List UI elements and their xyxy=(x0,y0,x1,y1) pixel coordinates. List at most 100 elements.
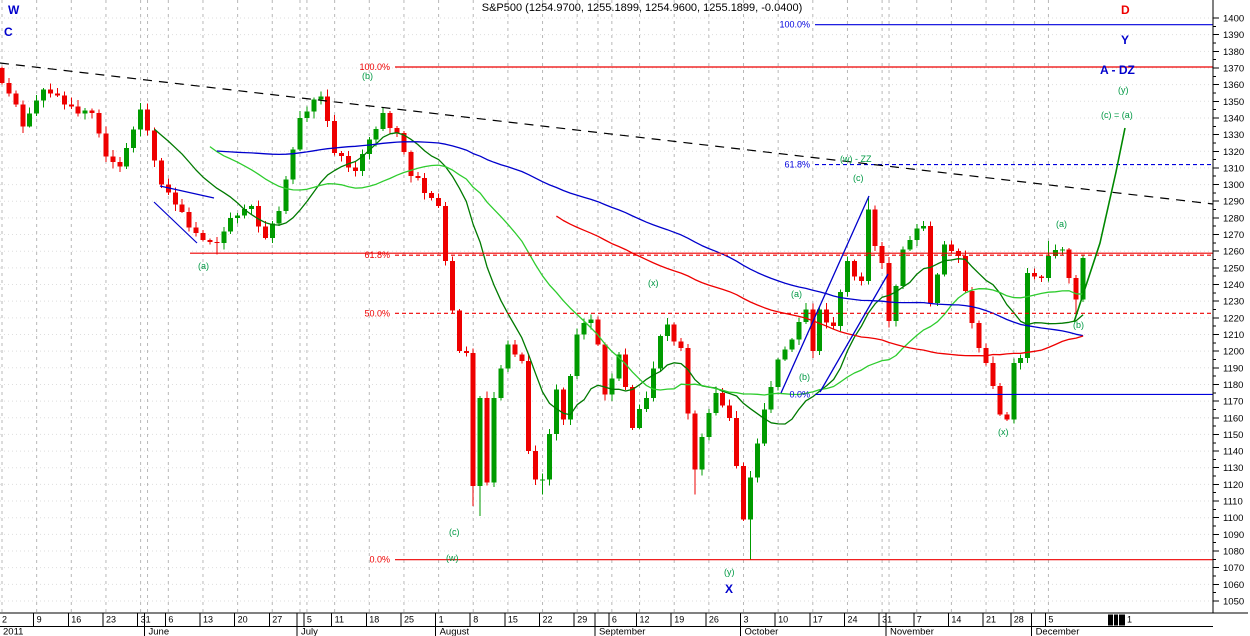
candle-down xyxy=(560,389,566,420)
candle-up xyxy=(643,397,649,410)
candle-up xyxy=(844,261,850,292)
price-tick-label: 1280 xyxy=(1223,213,1244,224)
candle-up xyxy=(1025,272,1031,358)
candle-down xyxy=(200,232,206,240)
elliott-label: (a) xyxy=(198,261,209,271)
candle-up xyxy=(248,206,254,210)
candle-down xyxy=(262,226,268,238)
candle-up xyxy=(491,397,497,483)
price-tick-label: 1320 xyxy=(1223,147,1244,158)
candle-up xyxy=(921,226,927,229)
week-day-label: 9 xyxy=(37,615,42,625)
elliott-label: (x) xyxy=(998,427,1009,437)
candle-up xyxy=(657,336,663,369)
ma-fast-dark-green xyxy=(154,128,1084,425)
candle-up xyxy=(553,389,559,434)
month-label: June xyxy=(149,627,170,636)
candle-down xyxy=(1032,272,1038,277)
candle-down xyxy=(671,324,677,342)
price-tick-label: 1260 xyxy=(1223,247,1244,258)
selection-marker-trailing-label: 1 xyxy=(1127,615,1132,625)
candle-down xyxy=(449,261,455,311)
week-day-label: 26 xyxy=(709,615,719,625)
candle-down xyxy=(255,206,261,227)
week-day-label: 14 xyxy=(951,615,961,625)
candle-up xyxy=(789,339,795,350)
price-tick-label: 1290 xyxy=(1223,197,1244,208)
candle-down xyxy=(602,344,608,395)
candle-down xyxy=(962,256,968,292)
candle-down xyxy=(394,128,400,133)
blue-wedge-upper xyxy=(159,185,215,199)
price-tick-label: 1190 xyxy=(1223,363,1243,374)
candle-up xyxy=(27,113,33,127)
candle-down xyxy=(110,156,116,162)
week-day-label: 1 xyxy=(439,615,444,625)
week-day-label: 22 xyxy=(543,615,553,625)
elliott-label: C xyxy=(4,25,13,39)
price-tick-label: 1300 xyxy=(1223,180,1244,191)
candle-down xyxy=(997,385,1003,415)
candle-down xyxy=(193,227,199,233)
candle-up xyxy=(34,100,40,114)
date-axis-selection-marker[interactable] xyxy=(1108,614,1125,626)
candle-down xyxy=(0,67,5,83)
candle-up xyxy=(235,215,241,218)
candle-up xyxy=(304,111,310,118)
week-day-label: 15 xyxy=(508,615,518,625)
candle-up xyxy=(664,324,670,337)
price-tick-label: 1250 xyxy=(1223,263,1244,274)
candle-down xyxy=(872,209,878,247)
candle-up xyxy=(914,228,920,241)
candle-up xyxy=(637,409,643,428)
candle-down xyxy=(463,351,469,353)
week-day-label: 6 xyxy=(168,615,173,625)
candle-down xyxy=(948,244,954,251)
week-day-label: 5 xyxy=(307,615,312,625)
candle-up xyxy=(124,148,130,167)
candle-down xyxy=(214,242,220,244)
price-tick-label: 1380 xyxy=(1223,47,1244,58)
candle-up xyxy=(650,368,656,398)
month-label: November xyxy=(890,627,934,636)
candle-up xyxy=(782,349,788,360)
price-axis[interactable]: 1050 1060 1070 1080 1090 1100 1110 1120 1130 1140… xyxy=(1212,0,1244,613)
price-tick-label: 1140 xyxy=(1223,447,1243,458)
candle-up xyxy=(817,309,823,352)
week-day-label: 10 xyxy=(778,615,788,625)
candle-up xyxy=(138,109,144,130)
candle-down xyxy=(851,261,857,277)
week-day-label: 7 xyxy=(917,615,922,625)
price-tick-label: 1400 xyxy=(1223,14,1244,25)
price-tick-label: 1090 xyxy=(1223,530,1244,541)
price-tick-label: 1120 xyxy=(1223,480,1243,491)
elliott-label: Y xyxy=(1121,33,1129,47)
week-day-label: 20 xyxy=(238,615,248,625)
candle-down xyxy=(1073,277,1079,300)
candle-down xyxy=(741,466,747,520)
candle-down xyxy=(68,104,74,107)
candle-up xyxy=(567,376,573,420)
week-day-label: 27 xyxy=(272,615,282,625)
candle-up xyxy=(616,354,622,379)
candle-down xyxy=(165,184,171,193)
fib-level-label: 50.0% xyxy=(364,308,390,318)
price-tick-label: 1130 xyxy=(1223,463,1243,474)
candle-down xyxy=(512,344,518,355)
candle-down xyxy=(519,354,525,362)
candle-up xyxy=(82,110,88,114)
week-day-label: 25 xyxy=(404,615,414,625)
green-projection-rally xyxy=(1073,127,1126,323)
candle-down xyxy=(630,387,636,428)
elliott-label: (b) xyxy=(799,372,810,382)
candle-up xyxy=(865,209,871,282)
candle-down xyxy=(692,413,698,470)
candle-down xyxy=(443,206,449,262)
candle-down xyxy=(810,309,816,352)
candle-down xyxy=(595,319,601,345)
price-tick-label: 1150 xyxy=(1223,430,1243,441)
candle-up xyxy=(1011,362,1017,420)
